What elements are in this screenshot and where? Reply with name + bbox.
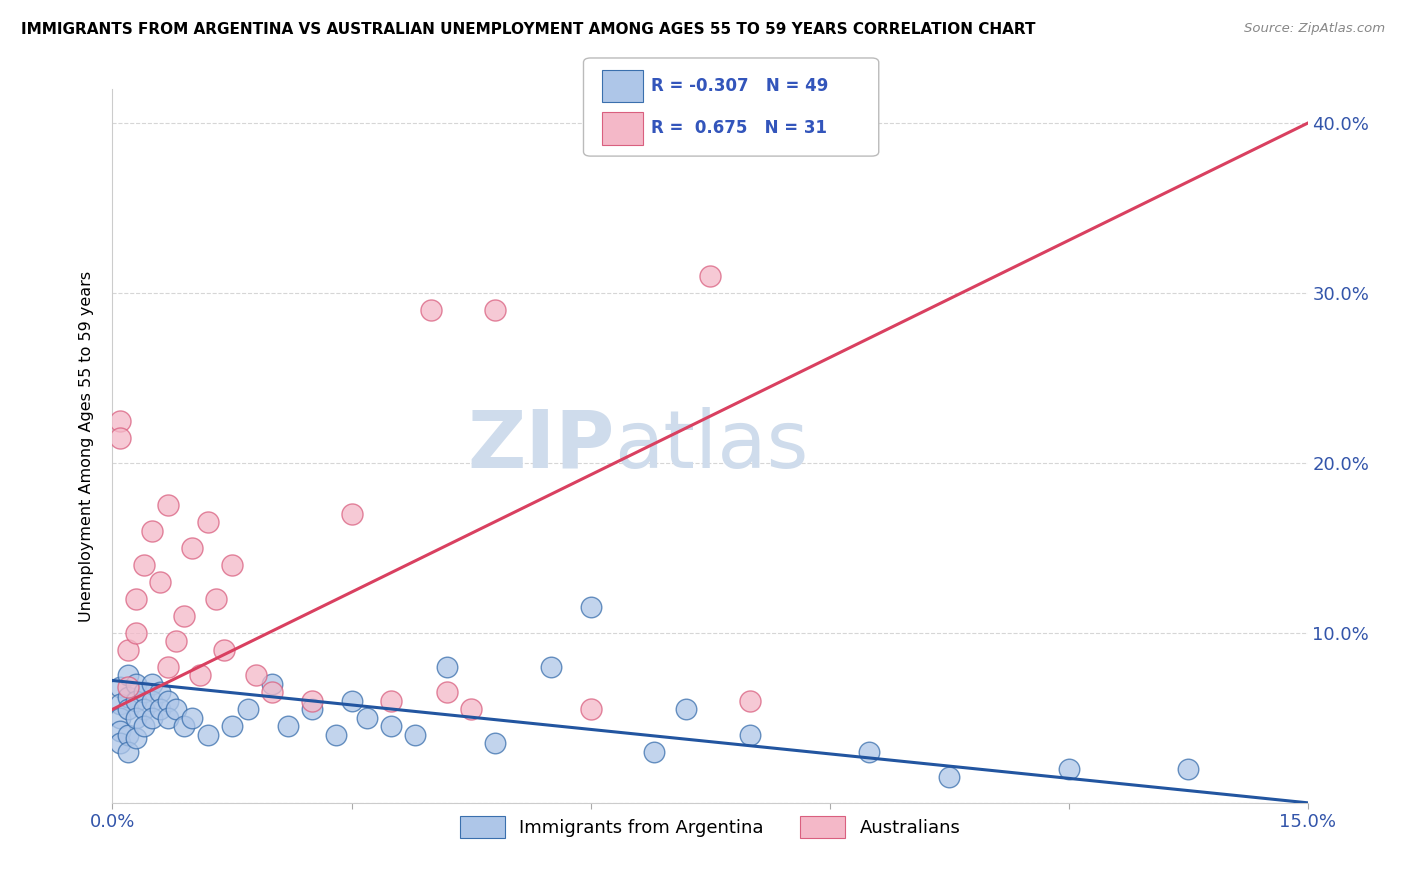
Point: [125, 626, 148, 640]
Point: [110, 413, 132, 427]
Point: [117, 680, 139, 694]
Point: [125, 731, 148, 746]
Point: [738, 694, 761, 708]
Point: [125, 591, 148, 606]
Point: [110, 698, 132, 712]
Point: [173, 608, 195, 623]
Point: [141, 677, 163, 691]
Point: [675, 702, 697, 716]
Point: [134, 702, 156, 716]
Point: [245, 668, 267, 682]
Text: atlas: atlas: [614, 407, 808, 485]
Point: [110, 724, 132, 739]
Point: [110, 430, 132, 444]
Point: [157, 499, 180, 513]
Point: [149, 702, 172, 716]
Point: [260, 677, 283, 691]
Point: [484, 303, 506, 318]
Point: [380, 719, 402, 733]
Text: R =  0.675   N = 31: R = 0.675 N = 31: [651, 120, 827, 137]
Point: [205, 591, 228, 606]
Point: [1177, 762, 1199, 776]
Point: [117, 643, 139, 657]
Point: [484, 736, 506, 750]
Point: [579, 702, 602, 716]
Point: [110, 680, 132, 694]
Point: [149, 685, 172, 699]
Point: [325, 728, 347, 742]
Point: [134, 685, 156, 699]
Point: [236, 702, 259, 716]
Point: [134, 719, 156, 733]
Point: [157, 694, 180, 708]
Point: [197, 516, 219, 530]
Point: [125, 677, 148, 691]
Point: [188, 668, 211, 682]
Point: [340, 694, 363, 708]
Point: [356, 711, 378, 725]
Y-axis label: Unemployment Among Ages 55 to 59 years: Unemployment Among Ages 55 to 59 years: [79, 270, 94, 622]
Point: [404, 728, 426, 742]
Point: [110, 736, 132, 750]
Point: [738, 728, 761, 742]
Point: [340, 507, 363, 521]
Point: [301, 702, 323, 716]
Point: [181, 541, 204, 555]
Point: [181, 711, 204, 725]
Point: [221, 558, 243, 572]
Point: [117, 668, 139, 682]
Point: [643, 745, 665, 759]
Point: [173, 719, 195, 733]
Point: [436, 685, 458, 699]
Point: [117, 745, 139, 759]
Point: [1057, 762, 1080, 776]
Point: [157, 660, 180, 674]
Point: [197, 728, 219, 742]
Point: [157, 711, 180, 725]
Point: [420, 303, 443, 318]
Point: [141, 524, 163, 538]
Legend: Immigrants from Argentina, Australians: Immigrants from Argentina, Australians: [451, 807, 969, 847]
Point: [301, 694, 323, 708]
Point: [110, 711, 132, 725]
Text: IMMIGRANTS FROM ARGENTINA VS AUSTRALIAN UNEMPLOYMENT AMONG AGES 55 TO 59 YEARS C: IMMIGRANTS FROM ARGENTINA VS AUSTRALIAN …: [21, 22, 1036, 37]
Point: [117, 728, 139, 742]
Point: [277, 719, 299, 733]
Point: [117, 690, 139, 705]
Point: [141, 711, 163, 725]
Point: [165, 702, 187, 716]
Text: Source: ZipAtlas.com: Source: ZipAtlas.com: [1244, 22, 1385, 36]
Point: [125, 711, 148, 725]
Point: [699, 269, 721, 284]
Point: [938, 770, 960, 784]
Point: [380, 694, 402, 708]
Point: [540, 660, 562, 674]
Point: [134, 558, 156, 572]
Point: [436, 660, 458, 674]
Point: [460, 702, 482, 716]
Point: [221, 719, 243, 733]
Text: R = -0.307   N = 49: R = -0.307 N = 49: [651, 77, 828, 95]
Text: ZIP: ZIP: [467, 407, 614, 485]
Point: [125, 694, 148, 708]
Point: [149, 574, 172, 589]
Point: [260, 685, 283, 699]
Point: [579, 600, 602, 615]
Point: [141, 694, 163, 708]
Point: [165, 634, 187, 648]
Point: [212, 643, 235, 657]
Point: [117, 702, 139, 716]
Point: [858, 745, 880, 759]
